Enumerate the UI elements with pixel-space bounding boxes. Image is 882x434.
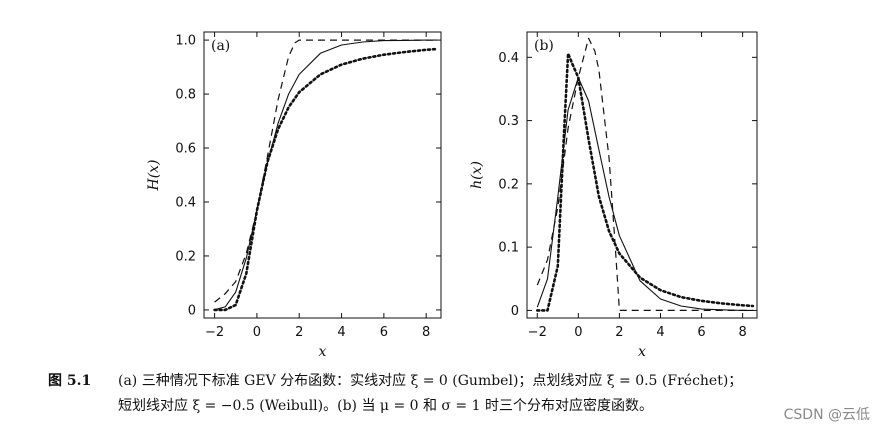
y-tick-label: 0.6 xyxy=(175,142,196,157)
panel-a-cdf: −2 0 2 4 6 8 0 0.2 0.4 0.6 0.8 1.0 x H(x) (a) xyxy=(146,31,442,360)
plot-frame-a xyxy=(203,31,442,319)
x-tick-label: 6 xyxy=(697,325,705,340)
watermark-text: CSDN @云低 xyxy=(783,407,870,423)
y-axis-label: H(x) xyxy=(146,159,162,191)
y-axis-label: h(x) xyxy=(469,161,485,189)
figure-number: 图 5.1 xyxy=(48,373,92,389)
series-dashed-line xyxy=(214,39,437,303)
y-tick-label: 0.3 xyxy=(498,114,519,129)
y-tick-label: 0.4 xyxy=(498,51,519,66)
x-tick-label: 0 xyxy=(253,325,261,340)
y-tick-label: 1.0 xyxy=(175,34,196,49)
series-dashed-line xyxy=(536,37,753,311)
y-tick-label: 0 xyxy=(511,304,519,319)
x-tick-label: −2 xyxy=(205,325,224,340)
series-dotted-line xyxy=(536,52,755,312)
x-axis-label: x xyxy=(638,344,646,360)
y-tick-label: 0.1 xyxy=(498,241,519,256)
x-tick-label: 4 xyxy=(656,325,664,340)
x-tick-label: 6 xyxy=(380,325,388,340)
y-tick-label: 0.2 xyxy=(498,177,519,192)
x-axis-label: x xyxy=(319,344,327,360)
x-tick-label: 8 xyxy=(738,325,746,340)
x-tick-label: 2 xyxy=(615,325,623,340)
x-tick-label: 2 xyxy=(295,325,303,340)
panel-label: (b) xyxy=(534,38,554,54)
x-tick-label: 0 xyxy=(574,325,582,340)
x-tick-label: 8 xyxy=(422,325,430,340)
panel-b-pdf: −2 0 2 4 6 8 0 0.1 0.2 0.3 0.4 x h(x) (b) xyxy=(469,31,758,360)
series-solid-line xyxy=(536,77,753,311)
caption-line-2: 短划线对应 ξ = −0.5 (Weibull)。(b) 当 μ = 0 和 σ… xyxy=(118,398,653,414)
figure-caption: 图 5.1 (a) 三种情况下标准 GEV 分布函数：实线对应 ξ = 0 (Gu… xyxy=(48,369,868,419)
y-tick-label: 0.2 xyxy=(175,249,196,264)
x-tick-label: −2 xyxy=(528,325,547,340)
caption-line-1: (a) 三种情况下标准 GEV 分布函数：实线对应 ξ = 0 (Gumbel)… xyxy=(118,373,743,389)
y-tick-label: 0 xyxy=(188,303,196,318)
x-tick-label: 4 xyxy=(337,325,345,340)
y-tick-label: 0.8 xyxy=(175,88,196,103)
plot-frame-b xyxy=(526,31,758,319)
series-dotted-line xyxy=(213,47,439,312)
figure-canvas: −2 0 2 4 6 8 0 0.2 0.4 0.6 0.8 1.0 x H(x) (a) −2 0 2 4 6 8 0… xyxy=(146,31,758,360)
panel-label: (a) xyxy=(211,38,230,54)
y-tick-label: 0.4 xyxy=(175,195,196,210)
